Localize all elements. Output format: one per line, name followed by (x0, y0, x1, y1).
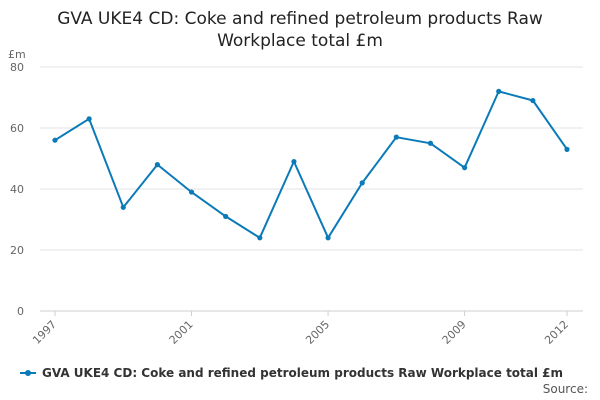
data-point (462, 165, 468, 171)
x-tick-label: 1997 (30, 318, 59, 347)
chart-title-line-1: GVA UKE4 CD: Coke and refined petroleum … (57, 9, 543, 29)
data-point (530, 97, 536, 104)
legend-line-marker-icon (20, 368, 36, 378)
x-tick-label: 2012 (542, 318, 571, 347)
data-point (52, 137, 58, 143)
series-line (54, 90, 568, 239)
x-tick-label: 2009 (440, 318, 469, 347)
x-tick-label: 2005 (303, 318, 332, 347)
y-tick-label: 60 (10, 122, 24, 135)
data-point (564, 146, 570, 152)
legend-label: GVA UKE4 CD: Coke and refined petroleum … (42, 366, 564, 380)
data-point (154, 162, 160, 168)
data-point (325, 235, 331, 241)
data-point (223, 213, 229, 220)
chart-title-line-2: Workplace total £m (217, 31, 383, 51)
data-point (291, 158, 297, 165)
y-tick-label: 0 (17, 305, 24, 318)
data-point (120, 204, 126, 210)
chart-title: GVA UKE4 CD: Coke and refined petroleum … (0, 8, 600, 52)
data-point (427, 140, 434, 146)
x-tick-label: 2001 (167, 318, 196, 347)
data-point (257, 235, 263, 241)
source-label: Source: (542, 382, 588, 396)
legend[interactable]: GVA UKE4 CD: Coke and refined petroleum … (20, 365, 563, 381)
data-point (188, 189, 195, 195)
data-point (359, 180, 365, 186)
y-tick-label: 20 (10, 244, 24, 257)
y-unit-label: £m (8, 48, 26, 61)
data-point (496, 88, 502, 94)
data-point (86, 116, 92, 122)
y-tick-label: 40 (10, 183, 24, 196)
y-tick-label: 80 (10, 61, 24, 74)
data-point (393, 134, 399, 140)
